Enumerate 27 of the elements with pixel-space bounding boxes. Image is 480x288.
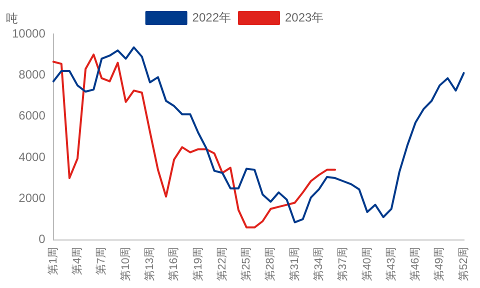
x-tick-label: 第37周	[337, 246, 350, 282]
y-tick-label: 2000	[18, 190, 46, 205]
x-tick-label: 第52周	[458, 246, 470, 282]
legend-label: 2023年	[285, 10, 324, 24]
x-tick-label: 第22周	[216, 246, 228, 282]
x-tick-label: 第46周	[410, 246, 422, 282]
x-tick-label: 第16周	[168, 246, 180, 282]
x-tick-label: 第31周	[288, 246, 301, 282]
y-tick-label: 8000	[18, 67, 46, 82]
y-axis-title: 吨	[6, 11, 18, 26]
y-tick-label: 0	[38, 232, 46, 246]
x-tick-label: 第40周	[361, 246, 374, 282]
x-tick-label: 第13周	[144, 246, 156, 282]
x-tick-label: 第10周	[120, 246, 132, 282]
x-tick-label: 第49周	[434, 246, 446, 282]
x-tick-label: 第7周	[96, 246, 108, 275]
x-tick-label: 第25周	[240, 246, 253, 282]
y-tick-label: 6000	[18, 108, 46, 123]
y-tick-label: 10000	[12, 26, 46, 40]
x-tick-label: 第28周	[264, 246, 277, 282]
x-tick-label: 第4周	[72, 246, 84, 275]
y-tick-label: 4000	[18, 150, 46, 164]
x-tick-label: 第1周	[47, 246, 60, 275]
legend-label: 2022年	[192, 10, 232, 24]
x-tick-label: 第34周	[312, 246, 325, 282]
x-tick-label: 第43周	[385, 246, 398, 282]
x-tick-label: 第19周	[192, 246, 204, 282]
